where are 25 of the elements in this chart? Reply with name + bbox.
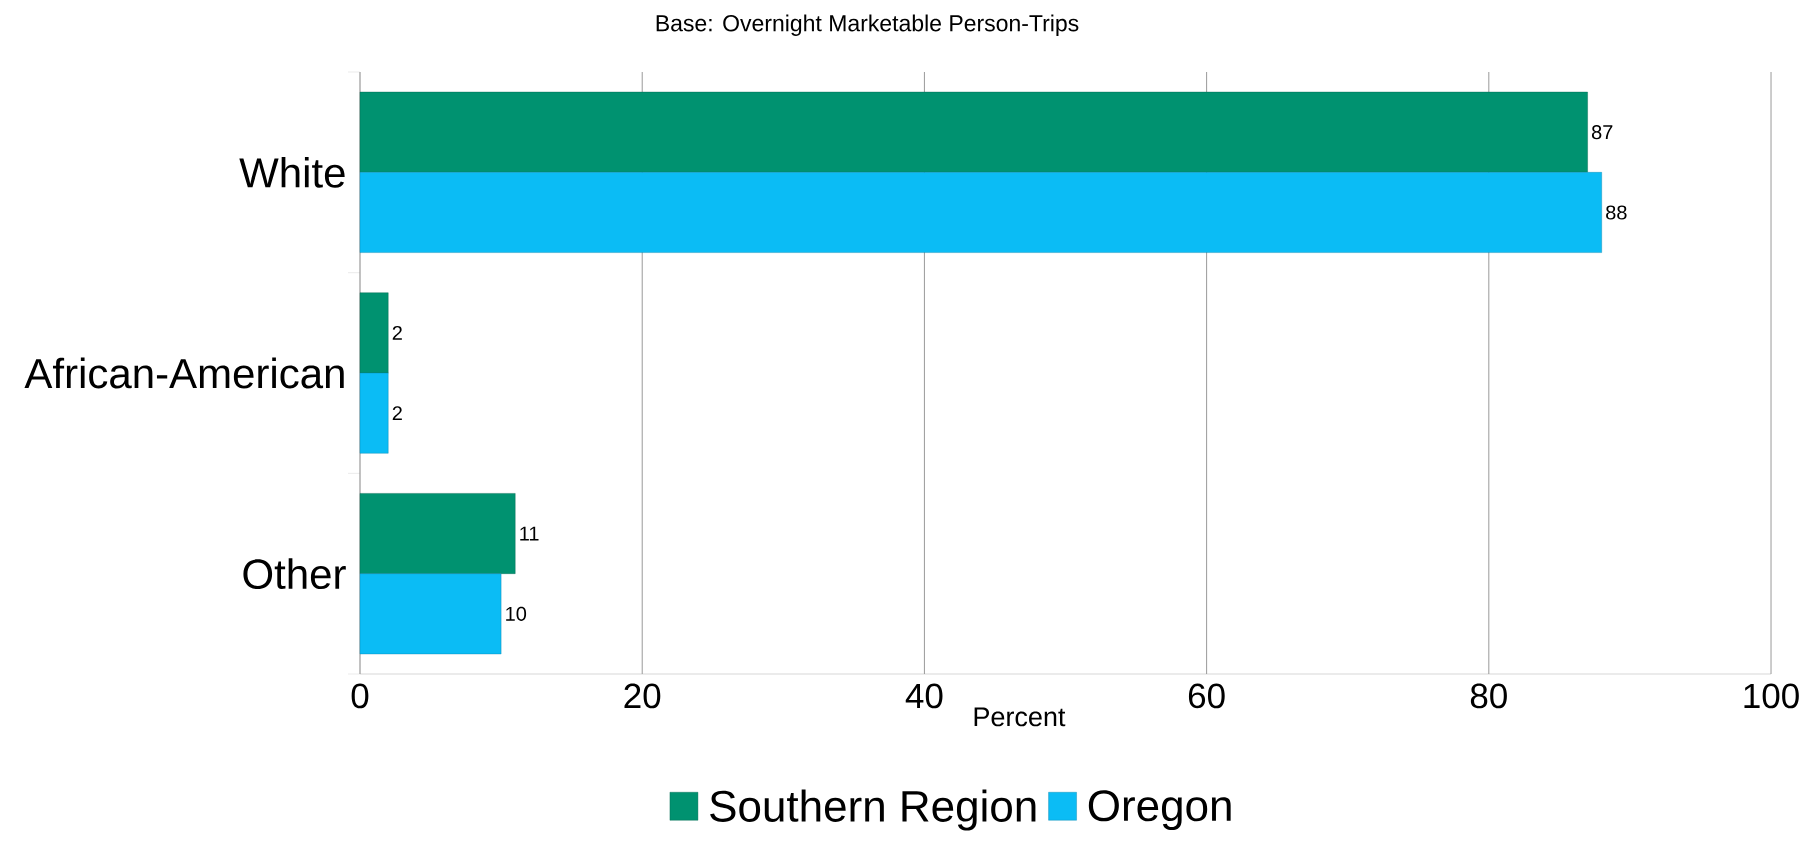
data-label: 2 xyxy=(392,406,402,421)
x-tick-label: 20 xyxy=(624,683,661,709)
data-label: 88 xyxy=(1606,205,1627,220)
bar xyxy=(359,493,516,574)
x-tick-label: 100 xyxy=(1744,683,1799,709)
x-axis-title: Percent xyxy=(974,707,1066,727)
bar xyxy=(359,372,389,454)
bar xyxy=(359,172,1602,253)
chart-subtitle: Base: Overnight Marketable Person-Trips xyxy=(656,14,1079,36)
data-label: 10 xyxy=(506,606,527,621)
y-tick-label: Other xyxy=(243,558,346,590)
y-tick-label: African-American xyxy=(24,357,344,389)
y-tick-label: White xyxy=(239,156,345,188)
legend-label: Southern Region xyxy=(710,789,1036,831)
x-tick-label: 0 xyxy=(351,683,369,709)
x-tick-label: 80 xyxy=(1470,683,1507,709)
data-label: 2 xyxy=(392,325,402,340)
bar xyxy=(359,292,389,374)
bar xyxy=(359,91,1588,173)
bar xyxy=(359,573,502,655)
x-tick-label: 40 xyxy=(905,683,943,709)
data-label: 87 xyxy=(1591,125,1613,140)
data-label: 11 xyxy=(520,526,539,541)
legend-label: Oregon xyxy=(1088,790,1231,830)
x-tick-label: 60 xyxy=(1188,683,1225,709)
